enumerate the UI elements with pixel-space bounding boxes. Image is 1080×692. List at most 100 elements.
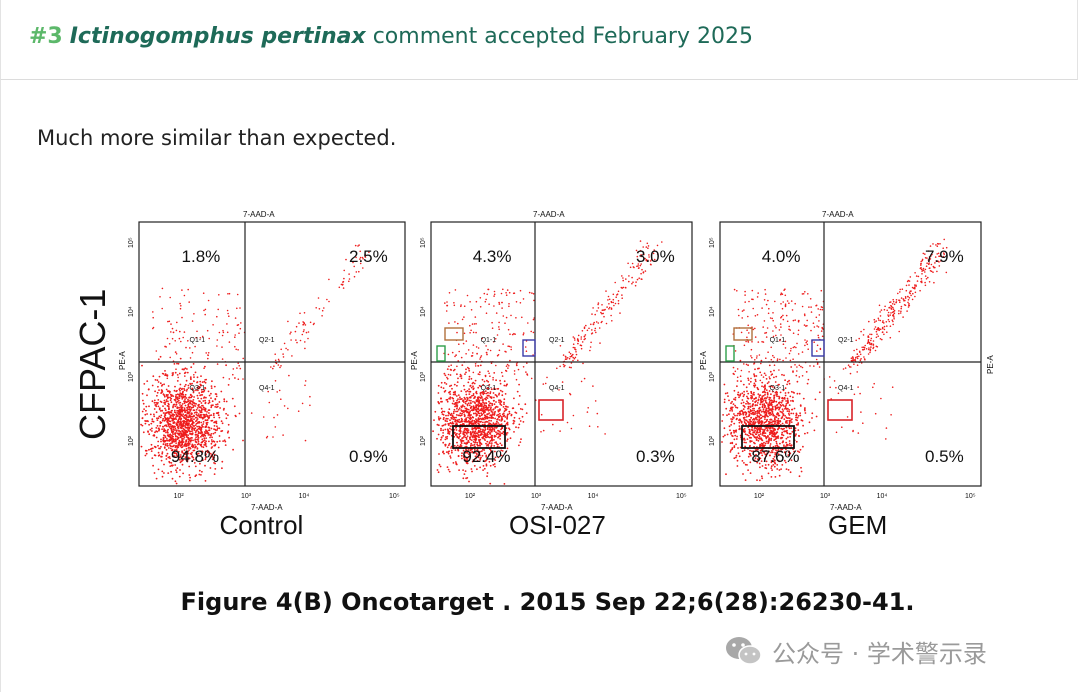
- data-point: [608, 306, 611, 309]
- data-point: [875, 336, 878, 339]
- data-point: [474, 441, 477, 443]
- data-point: [862, 422, 864, 424]
- data-point: [493, 290, 496, 293]
- data-point: [213, 444, 216, 447]
- data-point: [456, 423, 458, 426]
- data-point: [735, 443, 737, 446]
- data-point: [877, 328, 879, 331]
- data-point: [743, 406, 746, 408]
- data-point: [781, 307, 784, 310]
- data-point: [780, 303, 782, 305]
- data-point: [227, 312, 229, 315]
- data-point: [476, 460, 479, 462]
- data-point: [501, 394, 504, 397]
- data-point: [774, 453, 777, 456]
- data-point: [811, 412, 814, 415]
- data-point: [491, 455, 494, 457]
- data-point: [176, 374, 179, 376]
- data-point: [783, 427, 785, 430]
- data-point: [183, 402, 186, 405]
- data-point: [584, 334, 587, 336]
- data-point: [498, 326, 500, 328]
- data-point: [736, 376, 739, 379]
- data-point: [490, 442, 493, 444]
- data-point: [819, 308, 822, 311]
- data-point: [733, 446, 736, 449]
- data-point: [874, 349, 877, 352]
- data-point: [785, 407, 787, 409]
- data-point: [610, 300, 613, 303]
- data-point: [757, 439, 760, 442]
- data-point: [775, 407, 777, 409]
- data-point: [746, 395, 748, 398]
- data-point: [216, 405, 219, 408]
- data-point: [781, 397, 784, 400]
- data-point: [515, 363, 518, 365]
- data-point: [876, 346, 879, 348]
- data-point: [786, 383, 788, 386]
- data-point: [777, 419, 779, 422]
- data-point: [162, 443, 165, 445]
- data-point: [290, 331, 292, 333]
- data-point: [463, 316, 465, 318]
- data-point: [525, 412, 528, 414]
- data-point: [485, 398, 487, 401]
- data-point: [765, 460, 768, 463]
- data-point: [184, 410, 186, 412]
- data-point: [145, 405, 148, 408]
- post-title[interactable]: #3 Ictinogomphus pertinax comment accept…: [29, 24, 753, 49]
- data-point: [559, 430, 561, 432]
- data-point: [193, 380, 195, 383]
- data-point: [479, 405, 482, 407]
- data-point: [206, 415, 208, 417]
- data-point: [789, 432, 792, 435]
- data-point: [784, 347, 787, 349]
- data-point: [176, 400, 179, 403]
- data-point: [291, 355, 293, 357]
- data-point: [181, 438, 183, 440]
- data-point: [744, 301, 746, 303]
- data-point: [597, 426, 599, 428]
- data-point: [471, 450, 474, 453]
- data-point: [749, 402, 751, 405]
- data-point: [498, 423, 501, 426]
- data-point: [487, 416, 489, 419]
- data-point: [902, 298, 905, 300]
- data-point: [767, 381, 770, 383]
- data-point: [210, 447, 213, 449]
- data-point: [212, 451, 215, 454]
- data-point: [746, 390, 748, 393]
- data-point: [782, 410, 785, 412]
- data-point: [166, 337, 169, 340]
- data-point: [893, 303, 896, 306]
- data-point: [165, 458, 168, 460]
- data-point: [166, 445, 169, 447]
- data-point: [795, 418, 797, 421]
- data-point: [472, 416, 475, 419]
- data-point: [743, 309, 745, 311]
- data-point: [475, 404, 478, 407]
- data-point: [178, 430, 181, 432]
- data-point: [166, 377, 169, 380]
- data-point: [784, 288, 786, 290]
- data-point: [194, 405, 197, 407]
- data-point: [454, 405, 456, 408]
- data-point: [471, 470, 473, 473]
- data-point: [456, 441, 458, 444]
- data-point: [175, 469, 177, 472]
- data-point: [459, 412, 462, 415]
- data-point: [489, 414, 492, 416]
- data-point: [505, 316, 508, 319]
- data-point: [895, 301, 898, 303]
- data-point: [201, 408, 204, 410]
- data-point: [267, 390, 269, 393]
- data-point: [492, 409, 494, 411]
- data-point: [472, 371, 475, 374]
- data-point: [513, 332, 515, 335]
- data-point: [506, 363, 509, 366]
- data-point: [199, 411, 202, 414]
- data-point: [797, 423, 799, 425]
- data-point: [183, 434, 186, 436]
- data-point: [473, 419, 476, 422]
- data-point: [303, 329, 305, 331]
